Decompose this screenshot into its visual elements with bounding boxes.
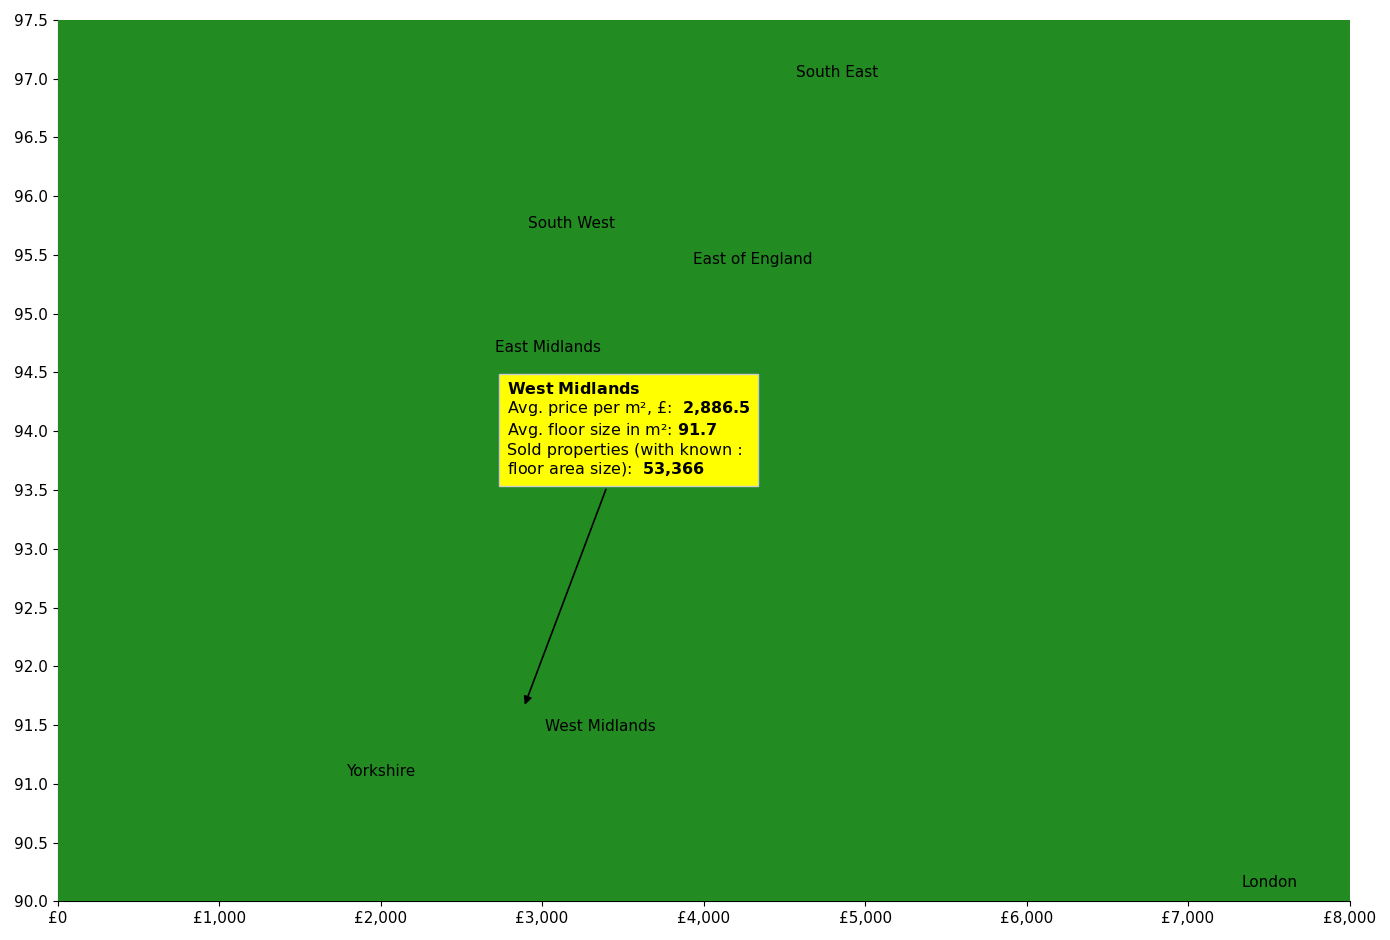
Point xyxy=(513,700,535,715)
Text: East Midlands: East Midlands xyxy=(495,340,600,355)
Text: $\mathbf{West\ Midlands}$
Avg. price per m², £:  $\mathbf{2{,}886.5}$
Avg. floor: $\mathbf{West\ Midlands}$ Avg. price per… xyxy=(506,381,751,703)
Point xyxy=(385,324,407,339)
Point xyxy=(453,747,475,762)
Text: South West: South West xyxy=(528,216,614,231)
Text: West Midlands: West Midlands xyxy=(545,719,655,734)
Point xyxy=(1209,882,1232,897)
Text: London: London xyxy=(1241,875,1297,890)
Point xyxy=(628,229,651,244)
Point xyxy=(442,635,464,650)
Text: Yorkshire: Yorkshire xyxy=(346,763,416,778)
Point xyxy=(513,700,535,715)
Text: East of England: East of England xyxy=(694,252,813,267)
Point xyxy=(758,65,780,80)
Point xyxy=(669,259,691,274)
Point xyxy=(470,348,492,363)
Text: South East: South East xyxy=(796,65,878,80)
